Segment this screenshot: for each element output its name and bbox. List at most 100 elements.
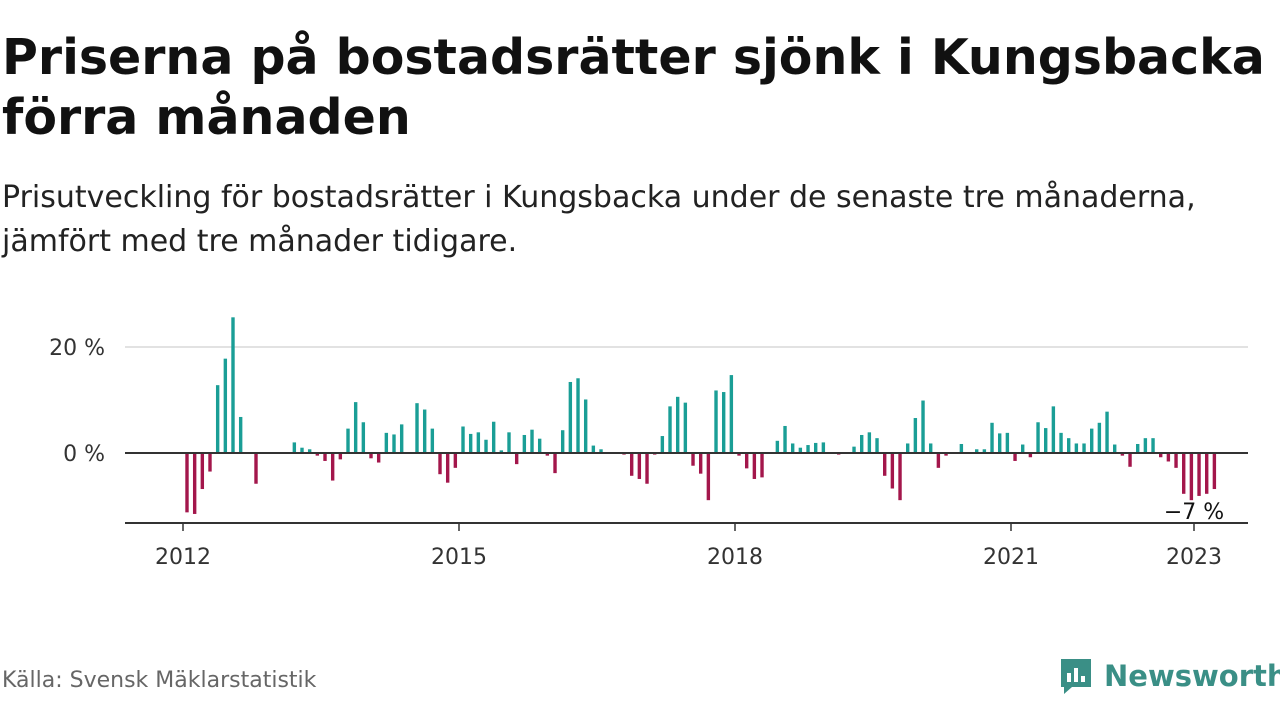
- bar: [1174, 453, 1178, 468]
- bar: [522, 434, 527, 453]
- bar: [445, 453, 450, 483]
- bar: [215, 385, 220, 453]
- bar: [668, 406, 672, 453]
- bar: [867, 432, 872, 453]
- bar: [806, 445, 810, 453]
- bar: [399, 424, 404, 453]
- bar: [929, 443, 933, 453]
- bar: [637, 453, 642, 479]
- price-change-bar-chart: 20 % 0 % 2012 2015 2018 2021 2023 −7 %: [49, 317, 1248, 570]
- bar: [1212, 453, 1217, 490]
- bar: [491, 421, 496, 453]
- bar: [898, 453, 902, 501]
- bar: [1044, 428, 1048, 453]
- bar: [990, 422, 994, 453]
- bar: [1082, 443, 1086, 453]
- bar: [300, 447, 304, 453]
- bar: [568, 381, 573, 453]
- bar: [790, 443, 795, 453]
- bar: [1021, 444, 1025, 453]
- x-tick-label: 2018: [707, 545, 763, 570]
- bar: [422, 409, 427, 453]
- bar: [1166, 453, 1171, 462]
- bar: [376, 453, 381, 463]
- bar: [675, 396, 680, 453]
- x-tick-label: 2012: [155, 545, 211, 570]
- bar: [254, 453, 258, 484]
- chart-title: Priserna på bostadsrätter sjönk i Kungsb…: [2, 29, 1265, 146]
- bar: [906, 443, 910, 453]
- bar: [1028, 453, 1033, 458]
- newsworthy-brand: Newsworthy: [1058, 654, 1280, 698]
- bar: [453, 453, 458, 468]
- bar: [200, 453, 205, 490]
- bar: [645, 453, 649, 484]
- bar: [744, 453, 749, 469]
- x-tick-label: 2021: [983, 545, 1039, 570]
- bar: [737, 453, 741, 456]
- bar: [1151, 438, 1155, 453]
- bar: [691, 453, 695, 466]
- bar: [507, 432, 511, 453]
- bar: [208, 453, 212, 472]
- x-tick-label: 2015: [431, 545, 487, 570]
- bar: [998, 433, 1002, 453]
- bar: [1143, 438, 1148, 453]
- newsworthy-logo-icon: [1061, 659, 1091, 694]
- bar: [714, 390, 718, 453]
- bar: [683, 402, 688, 453]
- bar: [468, 433, 473, 453]
- bar: [982, 449, 987, 453]
- bar: [484, 439, 488, 453]
- bar: [223, 358, 228, 453]
- y-tick-label: 20 %: [49, 336, 105, 361]
- bar: [499, 450, 504, 453]
- bar: [1074, 443, 1079, 453]
- bar: [721, 392, 726, 453]
- bar: [591, 445, 596, 453]
- bar: [1136, 443, 1140, 453]
- bar: [392, 434, 396, 453]
- bar: [1197, 453, 1201, 496]
- bar: [192, 453, 197, 514]
- bar: [476, 432, 481, 453]
- bar: [944, 453, 948, 456]
- last-value-annotation: −7 %: [1164, 500, 1224, 525]
- bar: [852, 446, 856, 453]
- bar: [1105, 411, 1109, 453]
- bar: [1120, 453, 1125, 456]
- bar: [583, 399, 588, 453]
- bar: [936, 453, 941, 468]
- bar: [1013, 453, 1017, 461]
- bar: [1113, 444, 1117, 453]
- bar: [875, 438, 879, 453]
- bar: [890, 453, 895, 489]
- bar: [338, 453, 343, 460]
- bar: [346, 428, 350, 453]
- bar: [959, 443, 964, 453]
- bar: [323, 453, 327, 461]
- x-axis-ticks: 2012 2015 2018 2021 2023: [155, 523, 1222, 570]
- bar: [921, 400, 925, 453]
- bar: [576, 378, 580, 453]
- bar: [553, 453, 557, 474]
- bar: [760, 453, 764, 478]
- bar: [238, 416, 243, 453]
- bar: [599, 449, 603, 453]
- bar: [1051, 406, 1056, 453]
- bar: [1036, 422, 1040, 453]
- bar: [537, 438, 542, 453]
- bar: [1182, 453, 1186, 494]
- bar: [369, 453, 373, 459]
- bar: [514, 453, 519, 465]
- bar: [1059, 432, 1063, 453]
- bar: [307, 449, 312, 453]
- bar: [415, 403, 419, 453]
- bar: [629, 453, 634, 476]
- bar: [461, 426, 465, 453]
- bar: [775, 440, 780, 453]
- bar: [821, 442, 826, 453]
- bar: [813, 442, 818, 453]
- brand-name: Newsworthy: [1104, 659, 1280, 693]
- x-tick-label: 2023: [1166, 545, 1222, 570]
